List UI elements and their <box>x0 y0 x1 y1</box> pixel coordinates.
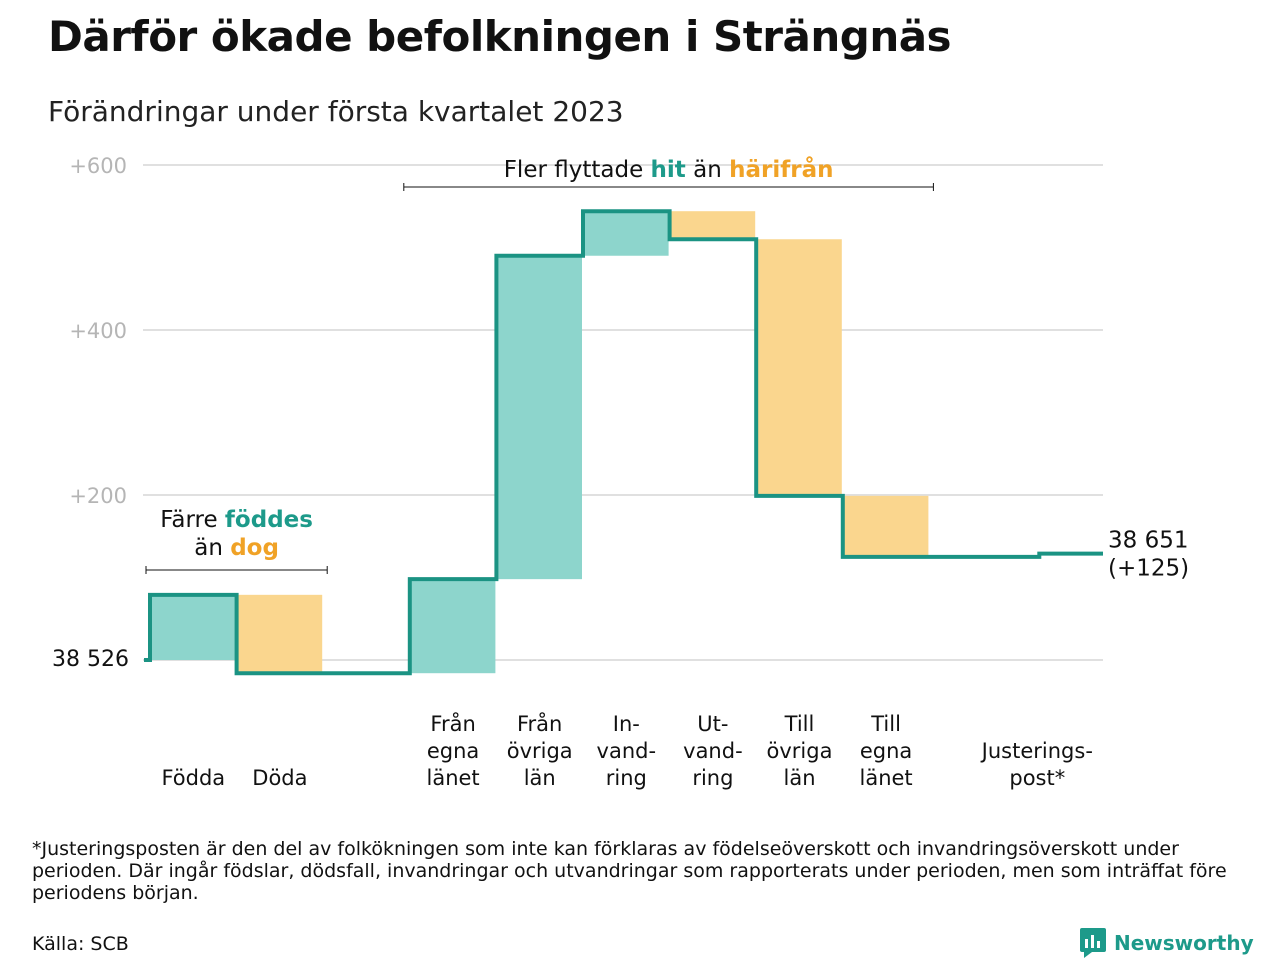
category-label: ring <box>692 766 733 790</box>
annotation-part: Färre <box>160 507 225 533</box>
waterfall-bar <box>237 594 323 674</box>
annotation-births: än dog <box>194 535 279 561</box>
end-value-label: 38 651 <box>1108 528 1188 554</box>
waterfall-bar <box>410 579 496 674</box>
waterfall-bar <box>843 495 929 557</box>
waterfall-chart: +200 +400 +600 38 526 38 651(+125) Födda Döda F… <box>52 154 1189 790</box>
category-label: övriga <box>507 739 573 763</box>
category-label: Justerings- <box>980 739 1093 763</box>
category-label: Ut- <box>697 712 728 736</box>
category-label: egna <box>860 739 912 763</box>
newsworthy-logo-icon <box>1080 928 1106 958</box>
category-label: län <box>783 766 815 790</box>
category-label: Från <box>517 711 562 736</box>
annotation-part: dog <box>230 535 279 561</box>
waterfall-bar <box>757 239 842 496</box>
annotation-part: än <box>194 535 230 561</box>
brand-name: Newsworthy <box>1114 931 1254 955</box>
chart-subtitle: Förändringar under första kvartalet 2023 <box>48 95 624 128</box>
category-label: länet <box>860 766 913 790</box>
annotation-part: Fler flyttade <box>504 157 651 183</box>
category-label: Från <box>430 711 475 736</box>
source-note: Källa: SCB <box>32 933 129 955</box>
category-label: övriga <box>767 739 833 763</box>
waterfall-bar <box>151 594 236 660</box>
cumulative-step-line <box>144 209 1103 676</box>
category-label: vand- <box>597 739 657 763</box>
category-label: Döda <box>252 766 307 790</box>
annotation-births: Färre föddes <box>160 507 313 533</box>
category-label: ring <box>606 766 647 790</box>
chart-title: Därför ökade befolkningen i Strängnäs <box>48 12 952 61</box>
annotation-part: föddes <box>225 507 313 533</box>
y-tick-label: +400 <box>69 319 127 343</box>
brand-logo: Newsworthy <box>1080 928 1254 958</box>
footnote: *Justeringsposten är den del av folkökni… <box>32 838 1227 904</box>
start-value-label: 38 526 <box>52 647 129 672</box>
waterfall-bar <box>670 211 756 240</box>
annotation-part: härifrån <box>729 156 833 183</box>
category-label: post* <box>1009 766 1065 790</box>
y-tick-label: +200 <box>69 484 127 508</box>
annotation-part: hit <box>651 157 686 183</box>
category-label: län <box>524 766 556 790</box>
waterfall-bar <box>584 211 669 256</box>
y-tick-label: +600 <box>69 154 127 178</box>
annotation-part: än <box>686 157 729 183</box>
category-label: vand- <box>683 739 743 763</box>
category-label: länet <box>427 766 480 790</box>
end-value-label: (+125) <box>1108 556 1189 582</box>
waterfall-bar <box>497 255 582 580</box>
category-label: In- <box>613 712 640 736</box>
category-label: Till <box>870 712 901 736</box>
annotation-migration: Fler flyttade hit än härifrån <box>504 156 834 183</box>
category-label: Till <box>784 712 815 736</box>
category-label: Födda <box>161 766 225 790</box>
category-label: egna <box>427 739 479 763</box>
